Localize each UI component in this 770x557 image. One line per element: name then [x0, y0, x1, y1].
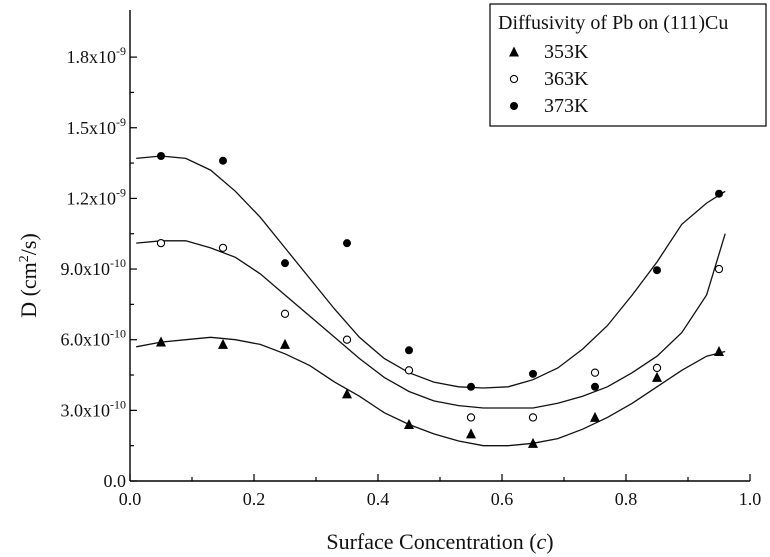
y-axis-ticks: 0.0 3.0x10-10 6.0x10-10 9.0x10-10 1.2x10-9 1.… [61, 44, 137, 491]
data-point-373K [219, 156, 227, 165]
data-point-363K [652, 363, 662, 373]
y-tick-label: 0.0 [104, 471, 127, 491]
data-point-353K [714, 345, 724, 356]
data-point-373K [653, 266, 661, 275]
legend-marker-373K [510, 102, 518, 110]
legend-box [489, 3, 767, 127]
data-point-353K [218, 338, 228, 349]
data-point-363K [218, 243, 228, 253]
data-point-353K [342, 388, 352, 399]
y-tick-label: 6.0x10-10 [61, 327, 127, 350]
data-point-353K [528, 437, 538, 448]
y-tick-label: 9.0x10-10 [61, 256, 127, 279]
data-point-363K [590, 368, 600, 377]
x-axis-ticks: 0.0 0.2 0.4 0.6 0.8 1.0 [119, 474, 762, 509]
data-point-373K [715, 189, 723, 198]
data-point-363K [528, 413, 538, 422]
data-point-353K [590, 411, 600, 422]
data-point-373K [467, 382, 475, 391]
x-tick-label: 1.0 [739, 489, 762, 509]
data-point-373K [157, 152, 165, 161]
x-tick-label: 0.8 [615, 489, 638, 509]
data-point-353K [156, 336, 166, 347]
legend-items: 353K 363K 373K [509, 41, 589, 117]
x-axis-title-end: ) [546, 529, 553, 554]
data-point-363K [404, 366, 414, 375]
data-point-353K [466, 428, 476, 439]
data-point-353K [652, 371, 662, 382]
data-point-373K [529, 369, 537, 378]
data-point-373K [281, 259, 289, 268]
data-point-363K [714, 264, 724, 274]
data-point-363K [342, 335, 352, 344]
y-axis-title-main: D (cm [16, 262, 41, 318]
legend-marker-363K [509, 74, 519, 84]
data-point-373K [405, 346, 413, 355]
data-point-363K [280, 309, 290, 318]
x-axis-title-main: Surface Concentration ( [326, 529, 536, 554]
data-markers [156, 152, 724, 448]
data-point-373K [343, 239, 351, 248]
data-point-353K [404, 418, 414, 429]
y-axis-title-superscript: 2 [17, 255, 32, 262]
legend-label-353K: 353K [544, 41, 589, 63]
legend: Diffusivity of Pb on (111)Cu 353K 363K 373… [489, 3, 767, 127]
legend-label-373K: 373K [544, 95, 589, 117]
fit-line-353K [136, 336, 726, 447]
legend-marker-353K [509, 46, 519, 57]
fit-line-373K [136, 155, 726, 389]
legend-title: Diffusivity of Pb on (111)Cu [498, 12, 728, 34]
data-point-353K [280, 338, 290, 349]
data-point-363K [156, 238, 166, 248]
legend-label-363K: 363K [544, 68, 589, 90]
fit-line-363K [136, 233, 726, 409]
fit-lines [136, 155, 726, 447]
y-axis-title-end: /s) [16, 233, 41, 255]
data-point-373K [591, 382, 599, 391]
y-tick-label: 1.2x10-9 [67, 185, 127, 208]
x-tick-label: 0.4 [367, 489, 390, 509]
x-axis-title-variable: c [537, 529, 547, 554]
x-axis-title: Surface Concentration (c) [326, 529, 553, 554]
y-axis-title: D (cm2/s) [16, 233, 41, 318]
x-tick-label: 0.2 [243, 489, 266, 509]
y-tick-label: 1.5x10-9 [67, 115, 127, 138]
y-tick-label: 3.0x10-10 [61, 397, 127, 420]
data-point-363K [466, 413, 476, 422]
x-tick-label: 0.6 [491, 489, 514, 509]
y-tick-label: 1.8x10-9 [67, 44, 127, 67]
x-tick-label: 0.0 [119, 489, 142, 509]
